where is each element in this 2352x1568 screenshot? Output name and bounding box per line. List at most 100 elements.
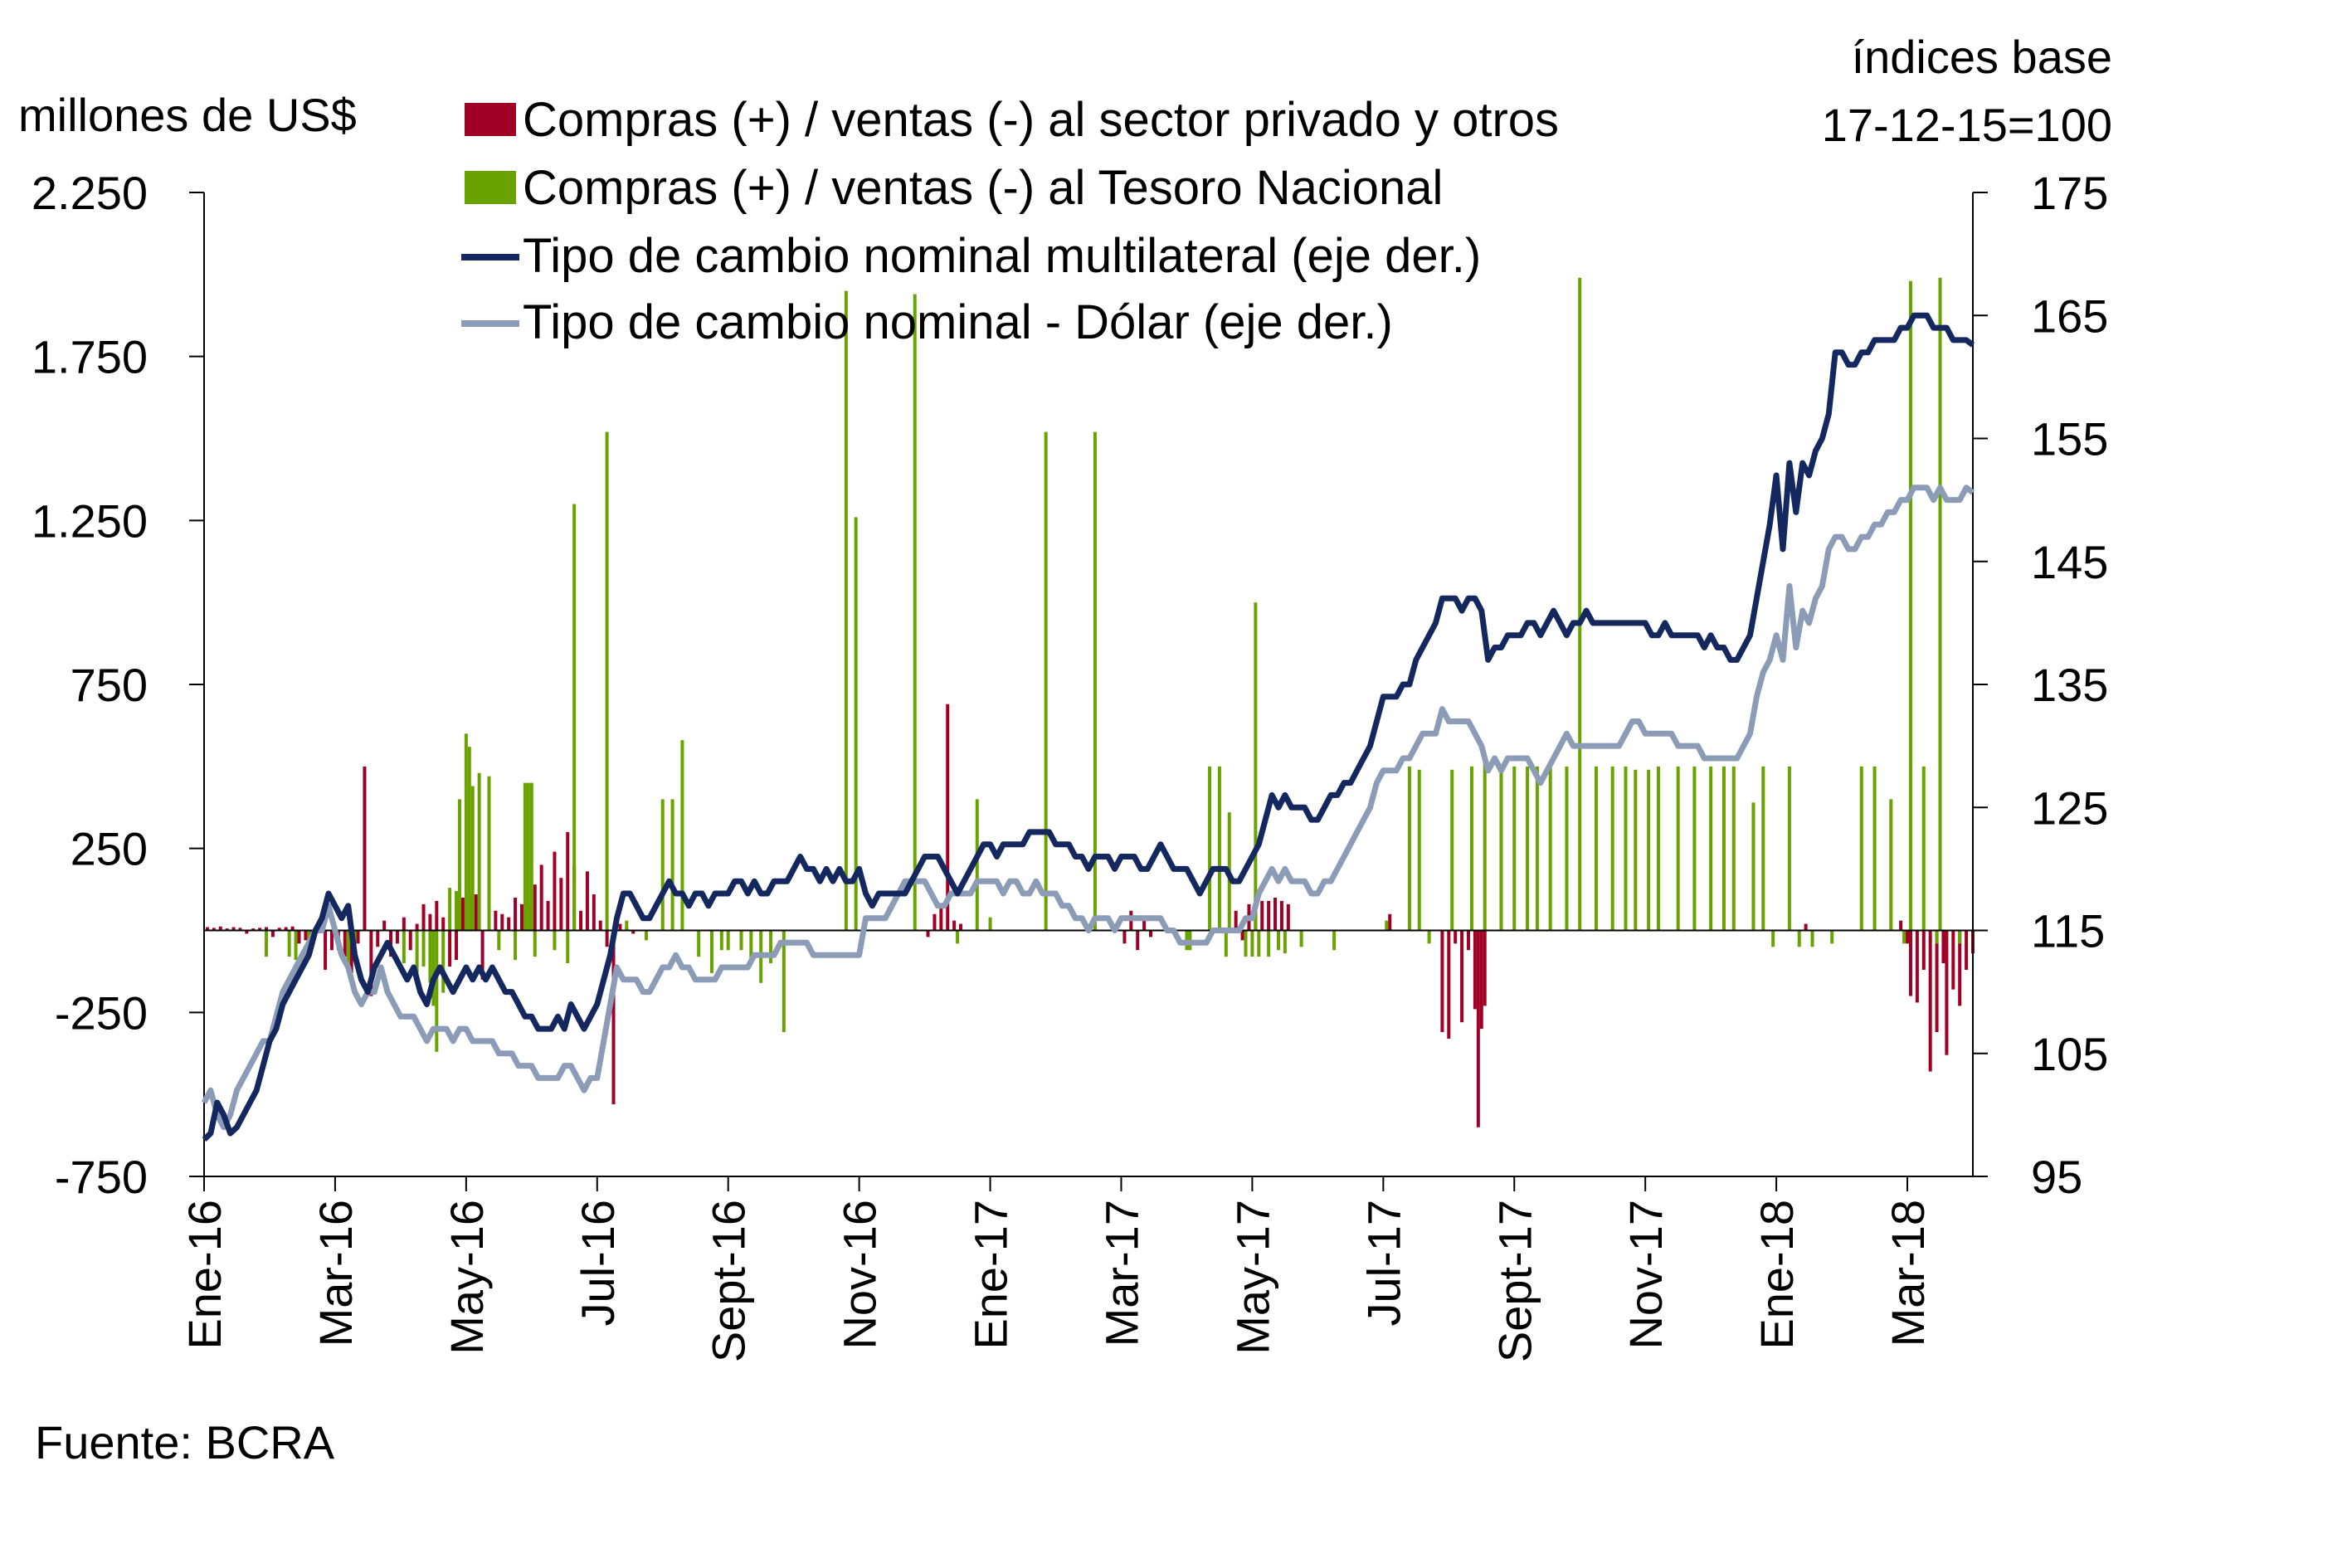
private-sector-bar: [1908, 930, 1912, 996]
private-sector-bar: [514, 897, 518, 931]
treasury-bar: [1217, 766, 1221, 931]
treasury-bar: [1610, 766, 1614, 931]
right-tick-label: 115: [2031, 905, 2105, 957]
treasury-bar: [1499, 766, 1503, 931]
private-sector-bar: [1804, 923, 1808, 931]
private-sector-bar: [1260, 900, 1264, 931]
treasury-bar: [455, 891, 459, 931]
x-tick-label: Mar-18: [1882, 1200, 1934, 1346]
treasury-bar: [1385, 920, 1389, 931]
private-sector-bar: [284, 927, 288, 931]
private-sector-bar: [507, 917, 511, 931]
right-axis-unit-line1: índices base: [1852, 31, 2112, 83]
treasury-bar: [719, 930, 723, 951]
treasury-bar: [1244, 930, 1248, 957]
right-y-ticks: 175 165 155 145 135 125 115 105 95: [1973, 167, 2108, 1203]
treasury-bar: [1332, 930, 1337, 951]
treasury-bar: [1935, 930, 1939, 944]
treasury-bar: [441, 930, 446, 993]
private-sector-bar: [1142, 917, 1147, 931]
private-sector-bar: [363, 766, 367, 931]
private-sector-bar: [238, 928, 242, 931]
treasury-bar: [1257, 930, 1261, 957]
private-sector-bar: [376, 930, 380, 947]
x-tick-label: Ene-16: [178, 1200, 231, 1350]
treasury-bar: [1624, 766, 1628, 931]
private-sector-bar: [258, 928, 262, 931]
treasury-bar: [572, 504, 577, 931]
private-sector-bar: [395, 930, 399, 944]
private-sector-bar: [218, 926, 222, 931]
treasury-bar: [1872, 766, 1877, 931]
treasury-bar: [1526, 766, 1530, 931]
private-sector-bar: [480, 930, 485, 980]
private-sector-bar: [959, 923, 963, 931]
treasury-bar: [844, 290, 848, 931]
private-sector-bar: [231, 927, 236, 931]
private-sector-bar: [1965, 930, 1969, 970]
treasury-bar: [645, 930, 648, 941]
treasury-bar: [421, 930, 426, 967]
treasury-bars: [265, 277, 1962, 1052]
private-sector-bar: [1915, 930, 1919, 1003]
private-sector-bar: [1388, 913, 1392, 931]
treasury-bar: [1634, 769, 1638, 931]
private-sector-bar: [1136, 930, 1140, 951]
private-sector-bar: [500, 913, 504, 931]
treasury-bar: [1921, 766, 1926, 931]
x-tick-label: May-17: [1226, 1200, 1278, 1355]
private-sector-bar: [382, 920, 387, 931]
x-tick-label: Mar-16: [309, 1200, 362, 1346]
treasury-bar: [1427, 930, 1431, 944]
treasury-bar: [1208, 766, 1212, 931]
treasury-bar: [477, 772, 481, 931]
private-sector-bar: [324, 930, 328, 970]
treasury-bar: [670, 799, 674, 931]
private-sector-bar: [225, 928, 229, 931]
private-sector-bar: [1440, 930, 1444, 1033]
x-ticks: Ene-16 Mar-16 May-16 Jul-16 Sept-16 Nov-16 Ene…: [178, 1176, 1934, 1362]
treasury-bar: [346, 930, 350, 964]
private-sector-bar: [1921, 930, 1926, 970]
right-tick-label: 105: [2031, 1028, 2108, 1080]
private-sector-bar: [1234, 910, 1238, 931]
dollar-line: [201, 485, 1975, 1131]
treasury-bar: [680, 740, 684, 931]
treasury-bar: [1267, 930, 1271, 957]
treasury-bar: [854, 517, 858, 931]
treasury-bar: [470, 786, 475, 931]
x-tick-label: Jul-16: [572, 1200, 624, 1327]
private-sector-bar: [212, 928, 216, 931]
treasury-bar: [726, 930, 730, 951]
treasury-bar: [1044, 431, 1048, 931]
private-sector-bar: [1460, 930, 1464, 1023]
private-sector-bar: [1267, 900, 1271, 931]
private-sector-bar: [631, 930, 635, 934]
treasury-bar: [566, 930, 570, 964]
treasury-bar: [1093, 431, 1097, 931]
treasury-bar: [1721, 766, 1726, 931]
legend-label-multilateral: Tipo de cambio nominal multilateral (eje…: [523, 229, 1481, 283]
treasury-bar: [523, 782, 527, 931]
private-sector-bar: [356, 930, 360, 944]
private-sector-bar: [1240, 930, 1244, 941]
source-note: Fuente: BCRA: [35, 1416, 335, 1468]
x-tick-label: Sept-16: [703, 1200, 755, 1362]
x-tick-label: Sept-17: [1488, 1200, 1541, 1362]
x-tick-label: May-16: [441, 1200, 493, 1355]
treasury-bar: [415, 930, 419, 973]
private-sector-bar: [408, 930, 412, 951]
right-tick-label: 165: [2031, 290, 2108, 342]
left-tick-label: -750: [55, 1151, 148, 1203]
treasury-bar: [782, 930, 786, 1033]
right-axis-unit-line2: 17-12-15=100: [1822, 99, 2112, 151]
private-sector-bar: [1454, 930, 1458, 944]
private-sector-bar: [1906, 930, 1910, 944]
private-sector-bar: [448, 930, 452, 967]
treasury-bar: [1787, 766, 1791, 931]
treasury-bar: [1276, 930, 1280, 951]
treasury-bar: [1283, 930, 1287, 954]
private-sector-bar: [952, 920, 957, 931]
right-tick-label: 145: [2031, 536, 2108, 588]
